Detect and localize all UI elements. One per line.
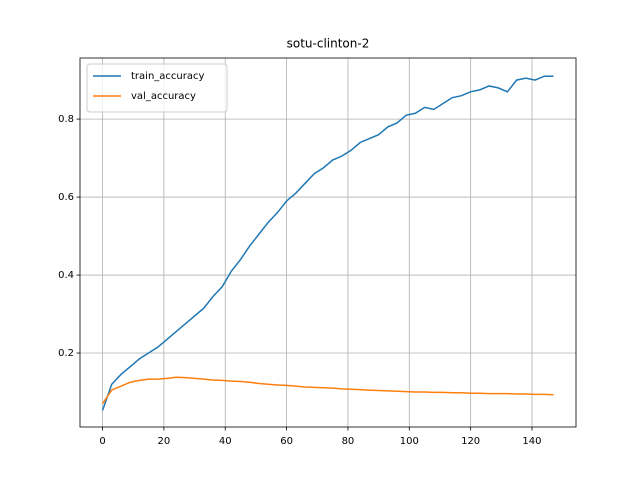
- data-line: [101, 75, 554, 411]
- x-tick-label: 60: [280, 436, 293, 447]
- chart-title: sotu-clinton-2: [287, 37, 370, 51]
- data-line: [101, 376, 554, 405]
- x-tick-label: 40: [219, 436, 232, 447]
- legend-label: train_accuracy: [131, 71, 204, 82]
- plot-frame: [79, 57, 577, 428]
- x-tick-label: 120: [461, 436, 480, 447]
- x-tick-label: 80: [342, 436, 355, 447]
- x-tick-label: 140: [522, 436, 541, 447]
- legend-box: [86, 63, 228, 113]
- y-tick-label: 0.8: [58, 114, 74, 125]
- x-tick-label: 20: [158, 436, 171, 447]
- x-tick-label: 100: [400, 436, 419, 447]
- y-tick-label: 0.6: [58, 192, 74, 203]
- x-tick-label: 0: [99, 436, 105, 447]
- legend: train_accuracy val_accuracy: [86, 63, 228, 113]
- y-tick-label: 0.4: [58, 270, 74, 281]
- y-tick-label: 0.2: [58, 348, 74, 359]
- legend-label: val_accuracy: [131, 91, 196, 102]
